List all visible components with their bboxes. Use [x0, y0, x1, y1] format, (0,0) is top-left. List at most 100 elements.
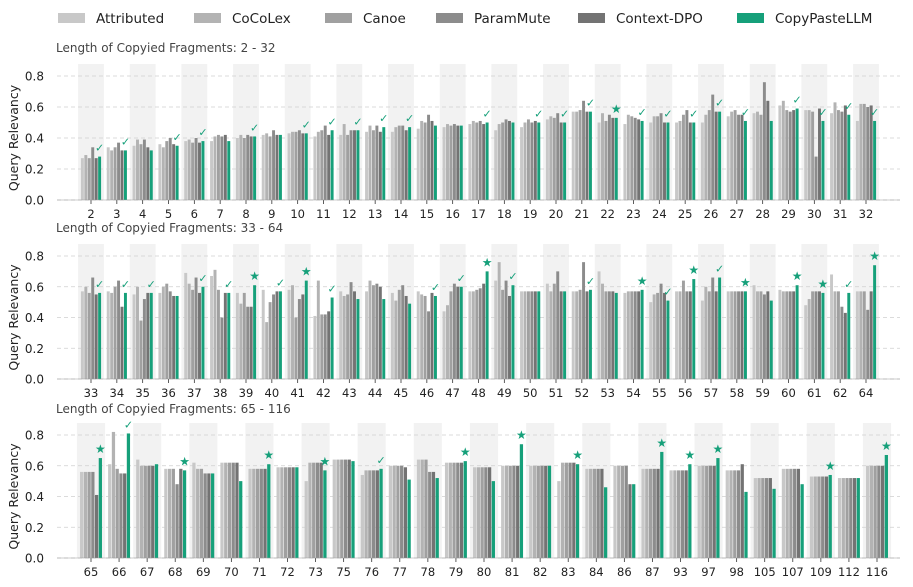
- bar: [821, 120, 825, 200]
- x-tick-label: 107: [782, 565, 804, 579]
- y-tick-label: 0.4: [25, 132, 44, 146]
- bar: [199, 468, 204, 558]
- bar: [278, 291, 282, 379]
- bar: [365, 131, 369, 200]
- bar: [785, 110, 789, 200]
- y-tick-label: 0.6: [25, 101, 44, 115]
- bar: [235, 462, 239, 558]
- bar: [304, 133, 308, 200]
- x-tick-label: 11: [316, 207, 331, 221]
- bar: [246, 306, 250, 379]
- bar: [792, 291, 796, 379]
- bar: [652, 294, 656, 379]
- best-check-marker: ✓: [689, 108, 698, 121]
- bar: [175, 145, 179, 200]
- bar: [275, 134, 279, 200]
- legend-item: CopyPasteLLM: [737, 11, 872, 27]
- bar: [818, 291, 821, 379]
- bar: [769, 120, 773, 200]
- legend-swatch: [58, 13, 85, 23]
- bar: [280, 467, 284, 558]
- bar: [390, 131, 394, 200]
- bar: [94, 294, 98, 379]
- bar: [371, 130, 375, 200]
- bar: [669, 470, 673, 558]
- bar: [604, 291, 608, 379]
- bar: [681, 280, 685, 379]
- bar: [597, 122, 601, 200]
- bar: [633, 117, 637, 200]
- best-check-marker: ✓: [483, 108, 492, 121]
- best-check-marker: ✓: [508, 270, 517, 283]
- bar: [172, 295, 176, 379]
- x-tick-label: 26: [704, 207, 719, 221]
- bar: [856, 478, 860, 558]
- bar: [346, 134, 350, 200]
- best-star-marker: ★: [516, 428, 527, 442]
- bar: [120, 150, 124, 200]
- bar: [852, 478, 857, 558]
- best-star-marker: ★: [572, 448, 583, 462]
- bar: [556, 113, 560, 200]
- bar: [179, 468, 183, 558]
- bar: [704, 114, 708, 200]
- bar: [847, 292, 851, 379]
- x-tick-label: 45: [394, 386, 409, 400]
- best-star-marker: ★: [869, 249, 880, 263]
- bar: [640, 120, 644, 200]
- bar: [526, 291, 530, 379]
- bar: [611, 117, 615, 200]
- bar: [330, 297, 334, 379]
- bar: [117, 142, 121, 200]
- bar: [252, 468, 256, 558]
- y-tick-label: 0.8: [25, 250, 44, 264]
- best-check-marker: ✓: [715, 97, 724, 110]
- bar: [142, 139, 146, 200]
- bar: [533, 120, 537, 200]
- bar: [692, 122, 696, 200]
- bar: [255, 468, 260, 558]
- bar: [620, 465, 625, 558]
- bar: [91, 471, 95, 558]
- bar: [552, 117, 556, 200]
- bar: [119, 473, 123, 558]
- bar: [688, 122, 692, 200]
- x-tick-label: 84: [589, 565, 604, 579]
- x-tick-label: 77: [392, 565, 407, 579]
- y-tick-label: 0.6: [25, 280, 44, 294]
- bar: [120, 306, 124, 379]
- legend-label: CoCoLex: [232, 11, 291, 27]
- bar: [227, 141, 231, 200]
- x-tick-label: 48: [471, 386, 486, 400]
- bar: [287, 289, 291, 379]
- x-tick-label: 71: [252, 565, 267, 579]
- bar: [626, 114, 630, 200]
- y-tick-label: 0.4: [25, 490, 44, 504]
- x-tick-label: 25: [678, 207, 693, 221]
- bar: [688, 464, 692, 558]
- bar: [427, 114, 431, 200]
- bar: [239, 481, 243, 558]
- bar: [768, 478, 772, 558]
- bar: [249, 136, 253, 200]
- bar: [707, 110, 711, 200]
- best-check-marker: ✓: [663, 108, 672, 121]
- best-check-marker: ✓: [844, 100, 853, 113]
- bar: [323, 125, 327, 200]
- bar: [339, 134, 343, 200]
- bar: [656, 468, 660, 558]
- x-tick-label: 34: [110, 386, 125, 400]
- bar: [508, 295, 511, 379]
- bar: [533, 291, 537, 379]
- bar: [659, 283, 663, 379]
- best-check-marker: ✓: [353, 115, 362, 128]
- x-tick-label: 81: [505, 565, 520, 579]
- bar: [478, 120, 482, 200]
- x-tick-label: 70: [224, 565, 239, 579]
- bar: [725, 470, 729, 558]
- bar: [272, 294, 276, 379]
- bar: [628, 484, 632, 558]
- bar: [557, 481, 561, 558]
- bar: [718, 277, 722, 379]
- bar: [843, 312, 847, 379]
